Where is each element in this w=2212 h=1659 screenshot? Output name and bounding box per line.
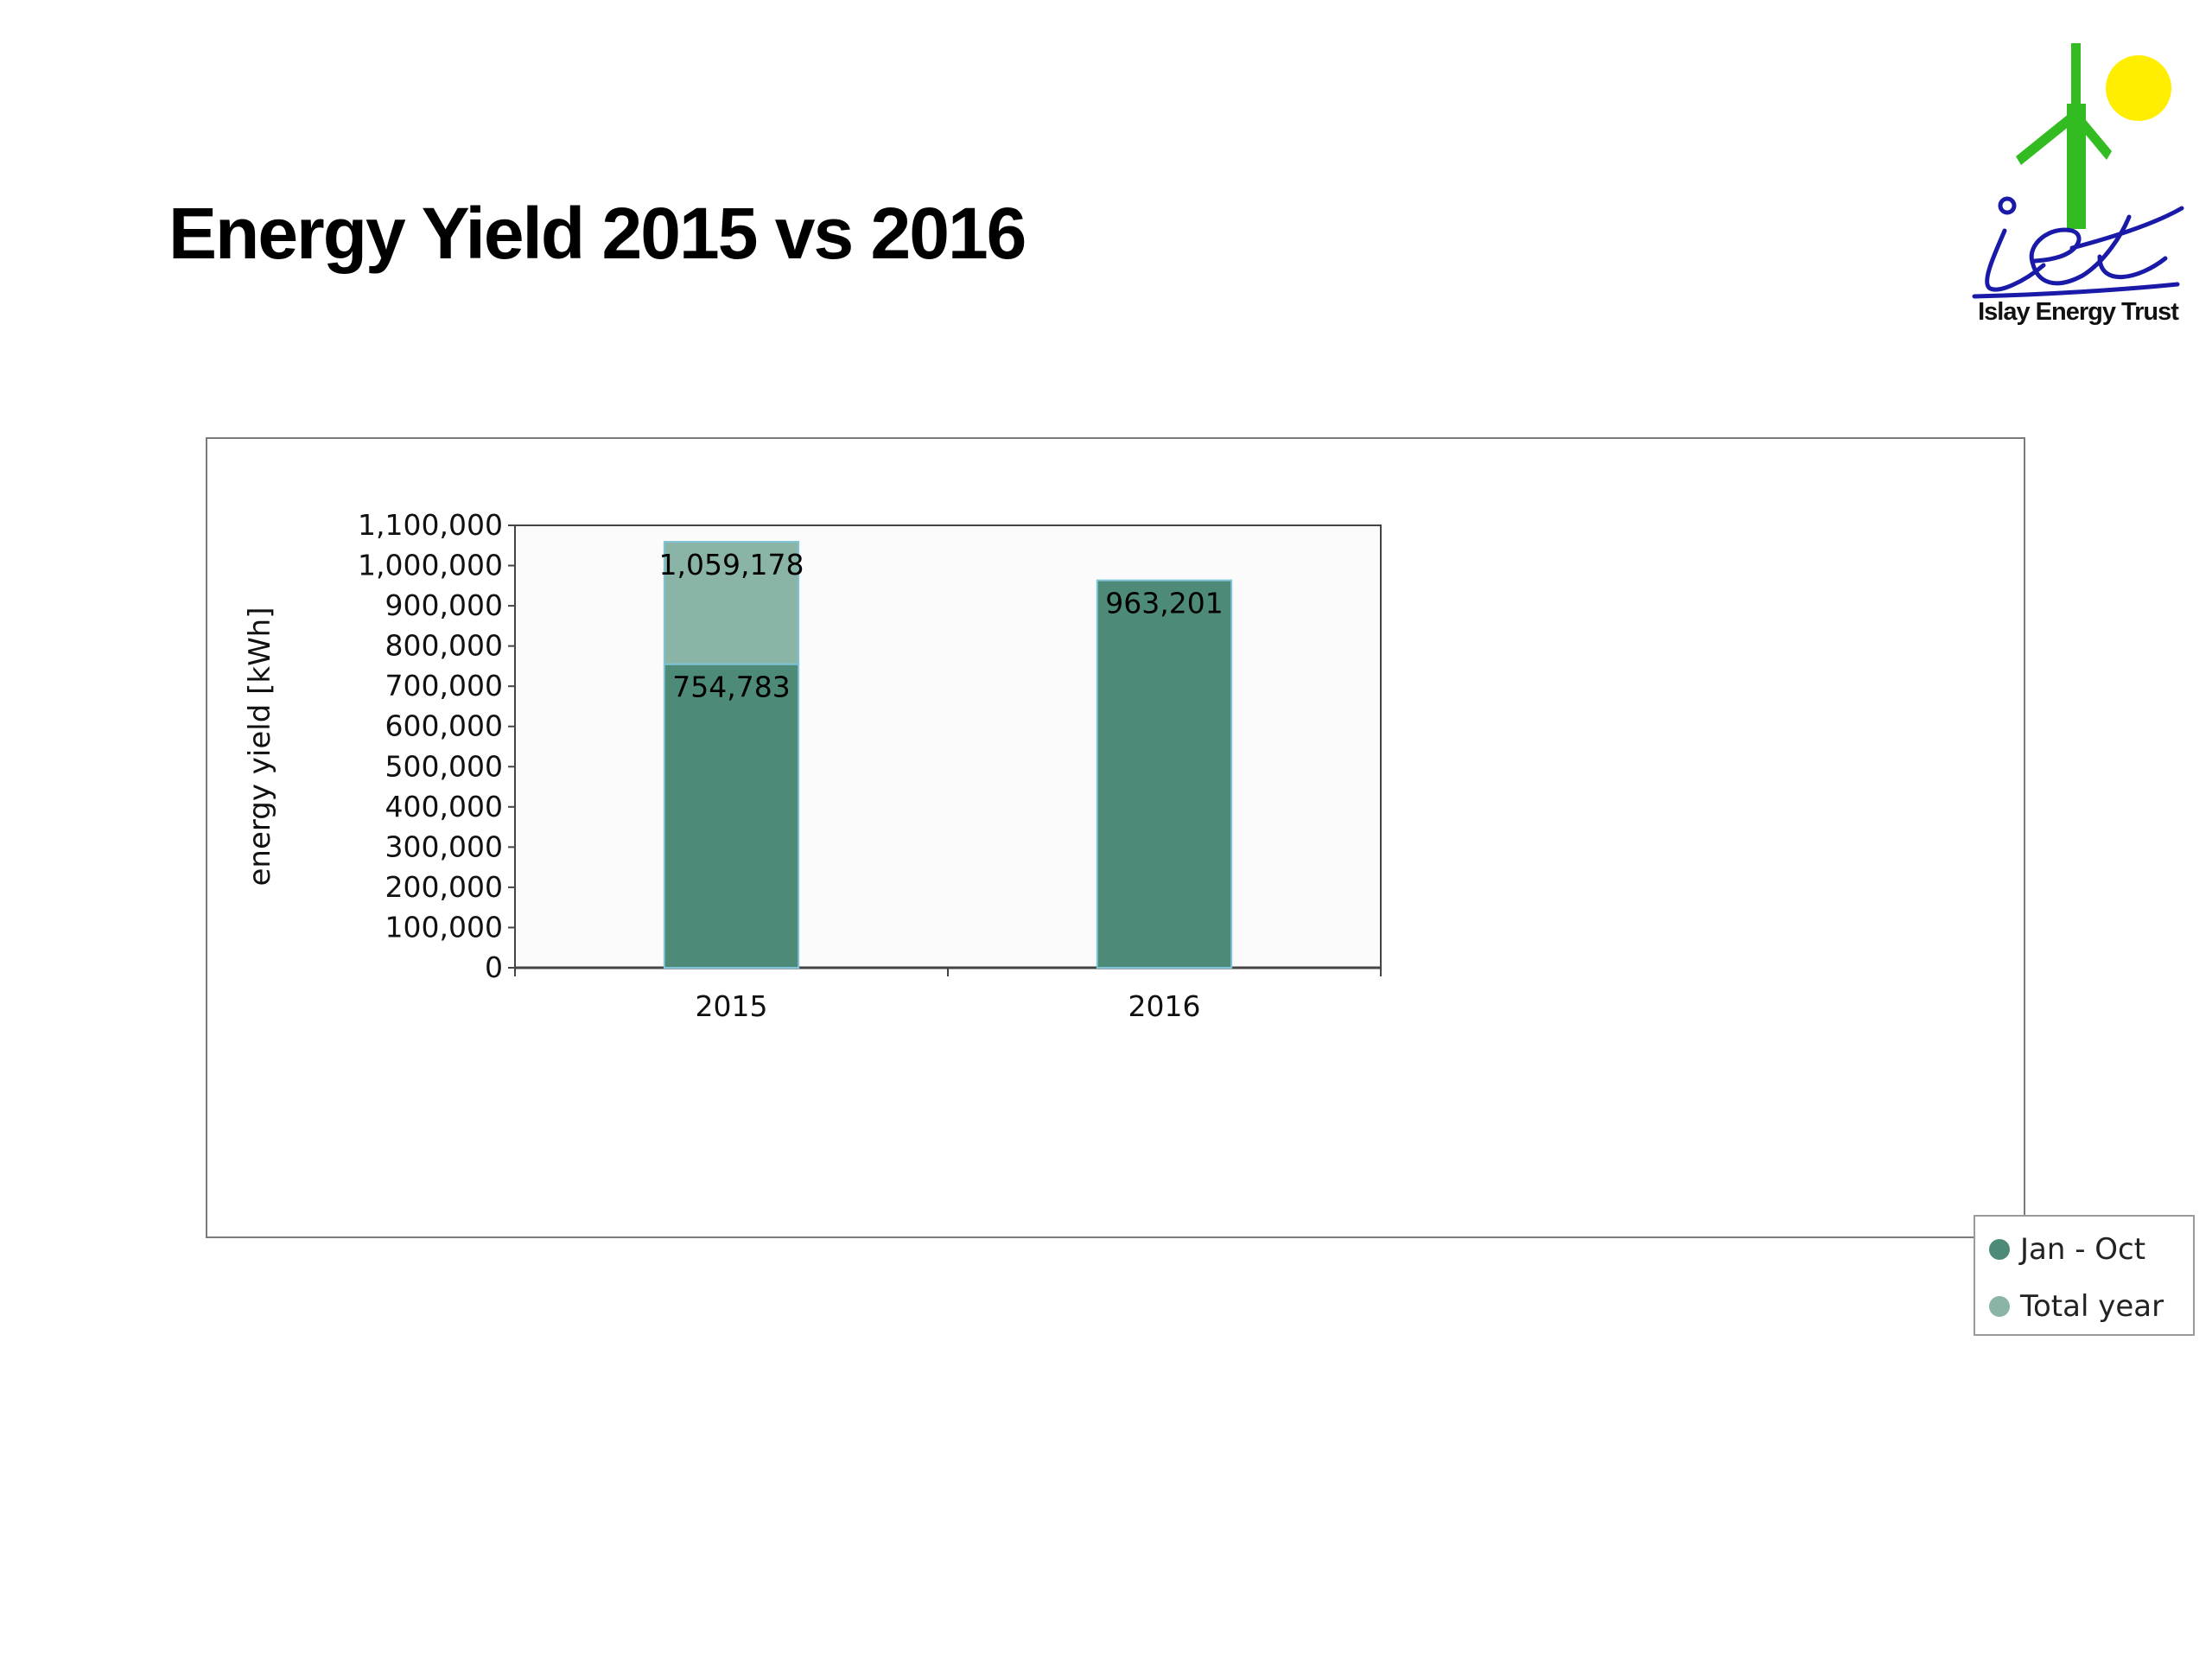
bar-chart: 0 100,000 200,000 300,000 400,000 500,000 600,… (243, 508, 1382, 1023)
turbine-tower (2067, 104, 2086, 229)
x-tick-label: 2015 (696, 989, 768, 1023)
y-tick-label: 600,000 (385, 709, 503, 743)
sun-icon (2106, 55, 2171, 121)
x-axis: 2015 2016 (514, 966, 1382, 1023)
y-tick-label: 200,000 (385, 870, 503, 904)
data-label: 1,059,178 (659, 548, 804, 582)
legend-label-total-year: Total year (2020, 1289, 2164, 1324)
chart-legend: Jan - Oct Total year (1974, 1215, 2195, 1336)
y-tick-label: 0 (485, 950, 503, 984)
x-tick-label: 2016 (1128, 989, 1201, 1023)
y-tick-label: 1,100,000 (358, 508, 503, 542)
turbine-blade-top (2071, 43, 2081, 117)
y-axis: 0 100,000 200,000 300,000 400,000 500,000 600,… (358, 508, 516, 984)
turbine-blade-right (2072, 110, 2112, 160)
iet-monogram (1972, 196, 2184, 299)
bar-2016-jan-oct (1096, 579, 1233, 969)
turbine-blade-left (2016, 110, 2079, 165)
legend-marker-total-year (1989, 1296, 2010, 1317)
y-tick-label: 100,000 (385, 910, 503, 944)
slide-title: Energy Yield 2015 vs 2016 (168, 193, 1027, 274)
data-label: 963,201 (1105, 587, 1223, 620)
legend-marker-jan-oct (1989, 1239, 2010, 1260)
legend-item-jan-oct: Jan - Oct (1989, 1232, 2145, 1267)
y-tick-label: 900,000 (385, 588, 503, 622)
y-tick-label: 300,000 (385, 830, 503, 863)
logo-text: Islay Energy Trust (1978, 298, 2179, 326)
y-tick-label: 500,000 (385, 749, 503, 783)
legend-label-jan-oct: Jan - Oct (2020, 1232, 2146, 1267)
bar-2015-jan-oct (663, 663, 800, 969)
bars (663, 541, 1233, 969)
y-tick-label: 700,000 (385, 669, 503, 702)
y-tick-label: 800,000 (385, 629, 503, 663)
y-axis-title: energy yield [kWh] (243, 607, 277, 887)
bar-2015-total-year (663, 541, 800, 665)
plot-area (514, 524, 1382, 969)
data-label: 754,783 (672, 671, 790, 704)
y-tick-label: 1,000,000 (358, 549, 503, 582)
islay-energy-trust-logo (1972, 43, 2184, 299)
y-tick-label: 400,000 (385, 790, 503, 823)
data-labels: 754,783 1,059,178 963,201 (659, 548, 1224, 704)
chart-frame: 0 100,000 200,000 300,000 400,000 500,000 600,… (206, 437, 2195, 1336)
legend-item-total-year: Total year (1989, 1289, 2164, 1324)
